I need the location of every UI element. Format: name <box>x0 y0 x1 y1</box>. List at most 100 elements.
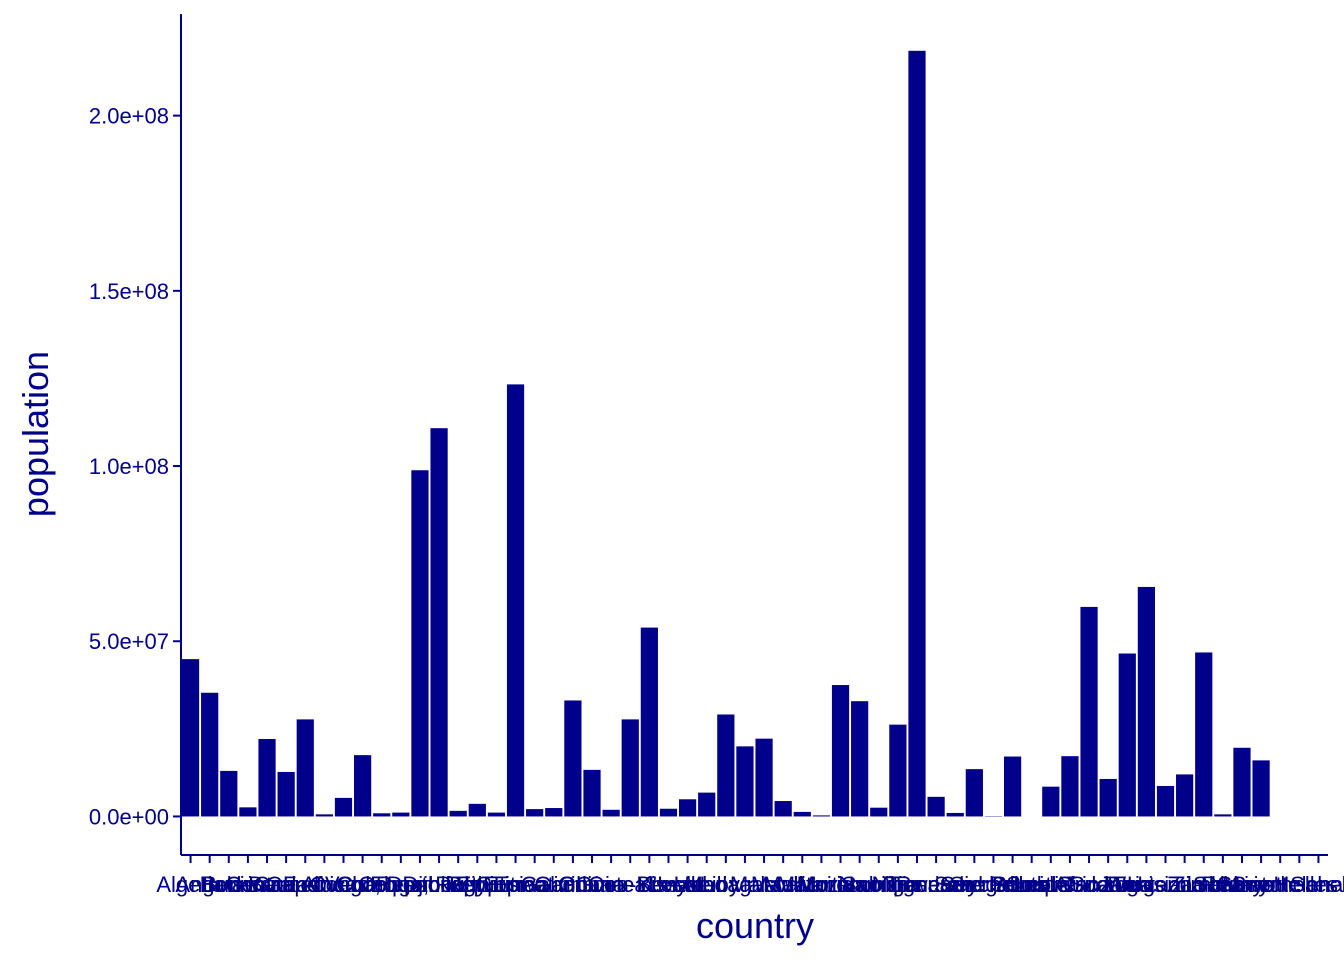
x-tick-label: Ghana <box>559 872 626 897</box>
x-tick-label: Mauritius <box>777 872 866 897</box>
bar-tunisia <box>1137 586 1155 817</box>
x-tick-label: Mali <box>763 872 803 897</box>
x-tick-label: Liberia <box>674 872 741 897</box>
x-tick-label: Comoros <box>337 872 426 897</box>
bar-ethiopia <box>487 812 506 817</box>
x-tick-label: Central African Republic <box>225 872 461 897</box>
bar-morocco <box>831 685 850 817</box>
x-tick-label: Namibia <box>838 872 919 897</box>
x-tick-label: Mayotte <box>1222 872 1300 897</box>
x-tick-label: Eritrea <box>483 872 549 897</box>
x-tick-label: Nigeria <box>882 872 952 897</box>
bar-namibia <box>870 807 888 817</box>
x-tick-label: Rwanda <box>896 872 977 897</box>
x-tick-label: Seychelles Is. <box>1231 872 1344 897</box>
x-tick-label: Gambia <box>534 872 612 897</box>
y-tick-label: 2.0e+08 <box>89 104 169 129</box>
bar-madagascar <box>736 746 754 817</box>
x-tick-label: Western Sahara <box>1105 872 1264 897</box>
bar-kenya <box>659 808 678 817</box>
bar-sao-tome-and-principe <box>946 812 964 817</box>
bar-guinea-bissau <box>621 719 639 817</box>
bar-nigeria <box>908 50 926 817</box>
x-tick-label: Mauritania <box>751 872 854 897</box>
bar-eswatini <box>526 809 544 817</box>
bar-central-african-republic <box>334 797 353 817</box>
y-tick-label: 0.0e+00 <box>89 804 169 829</box>
bar-benin <box>220 770 238 817</box>
x-tick-label: Zambia <box>1167 872 1241 897</box>
y-axis-title: population <box>15 351 56 517</box>
x-tick-label: Uganda <box>1127 872 1205 897</box>
x-tick-label: Angola <box>175 872 244 897</box>
x-tick-label: Algeria <box>156 872 225 897</box>
bar-comoros <box>373 813 391 817</box>
x-tick-label: Zimbabwe <box>1172 872 1273 897</box>
x-tick-label: Kenya <box>637 872 700 897</box>
y-tick-label: 5.0e+07 <box>89 629 169 654</box>
x-tick-label: Sao Tome and Principe <box>842 872 1069 897</box>
x-tick-label: Morocco <box>798 872 882 897</box>
y-axis: 0.0e+00 5.0e+07 1.0e+08 1.5e+08 2.0e+08 <box>89 14 182 855</box>
bar-congo-rep- <box>411 470 429 817</box>
x-tick-label: Congo, Dem. Rep. <box>310 872 492 897</box>
bar-sierra-leone <box>1003 756 1022 817</box>
bar-gabon <box>545 808 563 817</box>
x-tick-label: Niger <box>872 872 925 897</box>
x-tick-label: Togo <box>1103 872 1151 897</box>
bar-chad <box>354 755 372 817</box>
x-tick-label: Chad <box>336 872 389 897</box>
x-tick-label: Tanzania <box>1064 872 1153 897</box>
bar-rwanda <box>927 796 945 817</box>
bar-malawi <box>755 738 773 817</box>
bar-senegal <box>965 769 983 817</box>
bar-mauritania <box>793 811 811 817</box>
bar-cameroon <box>296 719 314 817</box>
x-tick-label: Cape Verde <box>266 872 382 897</box>
x-tick-label: Cameroon <box>254 872 357 897</box>
bar-zambia <box>1195 652 1213 817</box>
bar-mauritius <box>812 815 831 817</box>
x-tick-label: Cote d'Ivoire <box>588 872 711 897</box>
bar-libya <box>717 714 735 817</box>
bar-south-africa <box>1042 786 1060 817</box>
x-tick-label: Saint Helena <box>1217 872 1344 897</box>
x-tick-label: Gabon <box>521 872 587 897</box>
bar-zimbabwe <box>1214 814 1232 817</box>
x-tick-label: Botswana <box>200 872 297 897</box>
x-tick-label: Congo, Rep. <box>358 872 482 897</box>
x-tick-label: Tunisia <box>1111 872 1182 897</box>
x-tick-label: Libya <box>700 872 753 897</box>
x-tick-label: Sudan <box>1057 872 1121 897</box>
bar-equatorial-guinea <box>449 810 467 817</box>
bar-burkina-faso <box>258 739 276 817</box>
bar-guinea <box>602 809 620 817</box>
bar-eritrea <box>506 384 525 817</box>
bar-south-sudan <box>1061 756 1079 817</box>
bar-gambia <box>564 700 582 817</box>
bar-niger <box>889 724 907 817</box>
x-tick-label: Egypt <box>449 872 505 897</box>
bar-botswana <box>239 807 257 817</box>
x-tick-label: Lesotho <box>648 872 726 897</box>
bar-mayotte <box>1252 760 1270 817</box>
bar-reunion <box>1233 747 1251 817</box>
bar-cape-verde <box>315 814 333 817</box>
x-tick-label: Malawi <box>730 872 798 897</box>
x-tick-label: Reunion <box>1201 872 1283 897</box>
x-tick-label: Sahel <box>1290 872 1344 897</box>
x-tick-label: Guinea <box>576 872 648 897</box>
bar-sudan <box>1080 606 1098 817</box>
bar-mozambique <box>851 701 869 817</box>
x-tick-label: Senegal <box>934 872 1015 897</box>
y-tick-label: 1.5e+08 <box>89 279 169 304</box>
bar-mali <box>774 801 792 817</box>
y-tick-label: 1.0e+08 <box>89 454 169 479</box>
bar-egypt <box>468 803 486 817</box>
bar-congo-dem-rep- <box>392 812 410 817</box>
bars-group <box>181 50 1270 817</box>
bar-togo <box>1118 653 1136 817</box>
bar-tanzania <box>1099 778 1117 817</box>
bar-burundi <box>277 771 295 817</box>
